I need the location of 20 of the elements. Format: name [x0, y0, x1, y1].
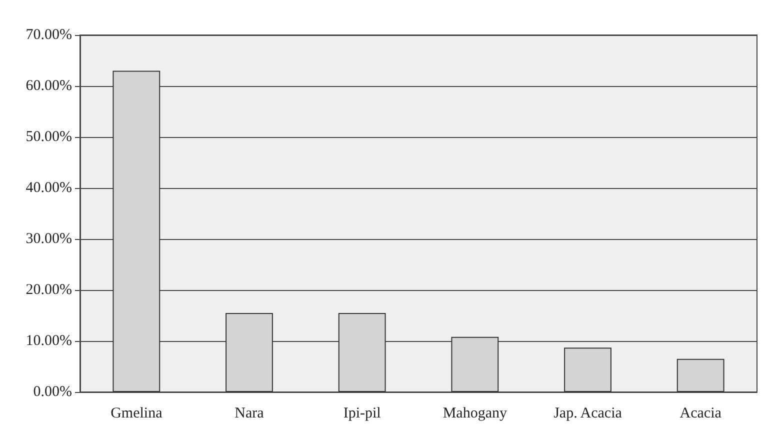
y-tick-label: 70.00%	[26, 27, 72, 43]
bar	[451, 336, 499, 392]
bar	[112, 70, 160, 392]
x-tick-label: Gmelina	[110, 406, 163, 422]
bar	[226, 312, 273, 392]
y-tick-label: 60.00%	[26, 78, 72, 94]
x-tick-label: Jap. Acacia	[554, 406, 622, 422]
bar	[676, 358, 724, 392]
y-tick-label: 50.00%	[26, 129, 72, 145]
x-tick-label: Nara	[234, 406, 264, 422]
y-tick-label: 0.00%	[33, 384, 72, 400]
y-tick-label: 20.00%	[26, 282, 72, 298]
x-tick-label: Ipi-pil	[343, 406, 381, 422]
bar	[338, 312, 386, 392]
bar	[564, 348, 612, 392]
y-tick-label: 40.00%	[26, 180, 72, 196]
y-tick-label: 30.00%	[26, 231, 72, 247]
x-tick-label: Acacia	[680, 406, 722, 422]
y-tick-label: 10.00%	[26, 333, 72, 349]
x-tick-label: Mahogany	[442, 406, 508, 422]
